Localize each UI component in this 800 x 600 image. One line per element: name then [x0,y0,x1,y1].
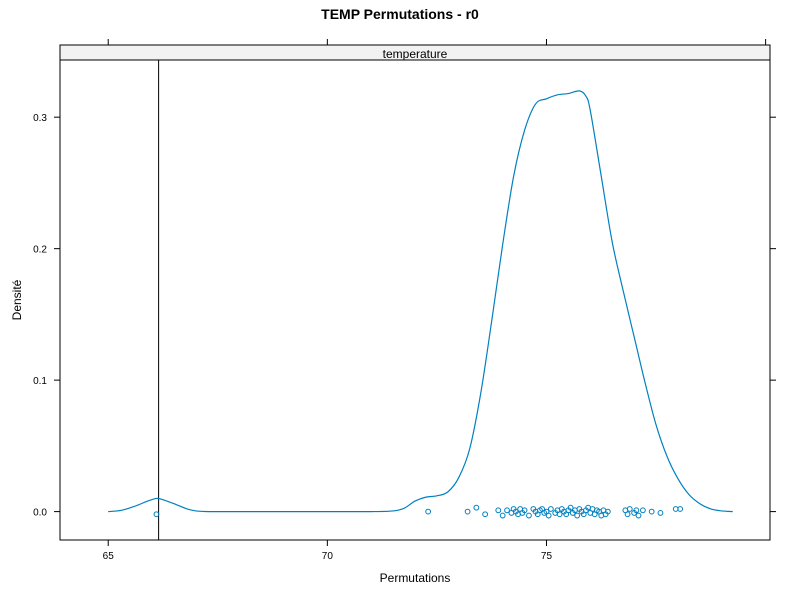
data-point [547,506,554,512]
data-point [567,504,574,511]
y-tick-label: 0.3 [33,113,47,124]
y-tick-label: 0.1 [33,376,47,387]
data-point [635,512,642,519]
data-point [464,508,471,515]
data-point [545,512,552,519]
data-point [626,506,633,512]
y-tick-label: 0.2 [33,245,47,256]
data-point [624,511,631,518]
data-point [640,507,646,514]
rug-points [153,504,684,519]
y-axis-label: Densité [10,279,24,320]
data-point [504,507,510,514]
data-point [604,508,611,515]
axis-ticks [54,39,776,546]
data-point [153,511,160,518]
panel-strip-label: temperature [383,47,448,61]
panel-frame [59,44,771,541]
panel-strip [60,45,770,60]
x-tick-label: 75 [541,551,553,562]
data-point [556,511,563,518]
data-point [425,508,432,515]
data-point [648,508,655,515]
data-point [482,511,489,518]
data-point [495,507,502,514]
axis-tick-labels: 65 70 75 0.0 0.1 0.2 0.3 [33,113,552,562]
x-tick-label: 70 [322,551,334,562]
data-point [526,512,532,519]
density-curve [108,90,733,513]
x-tick-label: 65 [103,551,115,562]
data-point [473,504,480,511]
chart-title: TEMP Permutations - r0 [321,6,479,22]
data-point [574,512,581,519]
x-axis-label: Permutations [380,571,451,585]
data-point [677,506,684,512]
y-tick-label: 0.0 [33,508,47,519]
data-point [657,510,664,516]
data-point [633,507,640,514]
data-point [521,507,528,514]
data-point [499,512,506,519]
